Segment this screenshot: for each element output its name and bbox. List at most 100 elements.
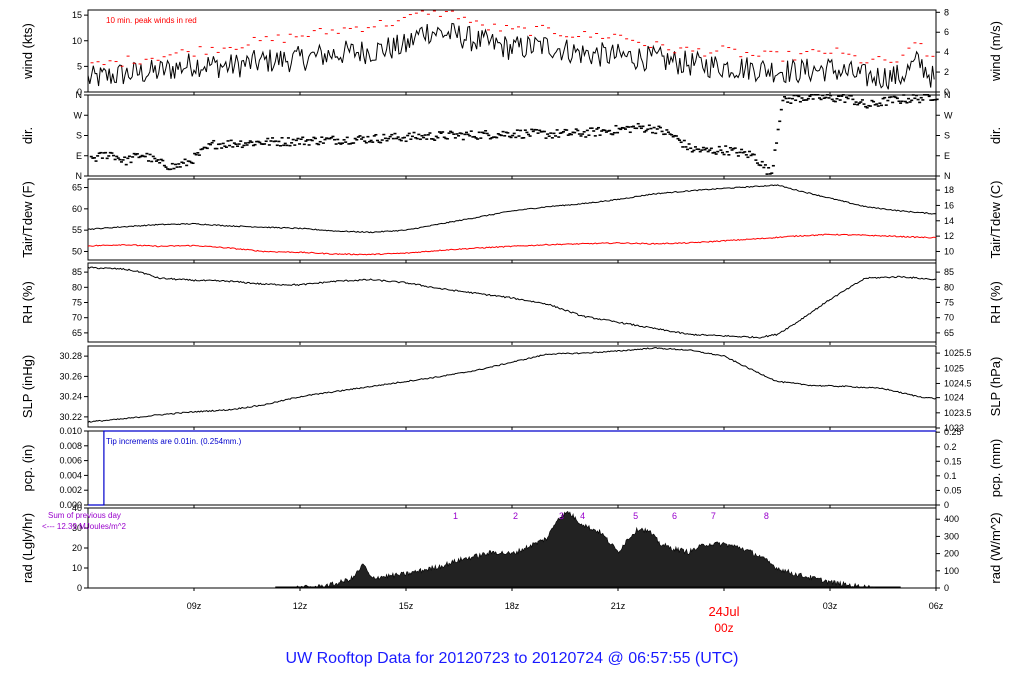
dir-point	[495, 136, 499, 139]
dir-point	[350, 142, 354, 145]
radiation-area	[296, 510, 877, 589]
dir-point	[654, 132, 658, 135]
rad-ylabel: rad (Lgly/hr)	[20, 513, 35, 583]
dir-point	[243, 142, 247, 144]
dir-point	[703, 148, 707, 151]
pcp-ytick-right-label: 0	[944, 500, 949, 510]
dir-point	[630, 125, 634, 128]
dir-point	[690, 150, 694, 153]
dir-point	[523, 129, 527, 131]
dir-point	[754, 159, 758, 161]
dir-point	[137, 156, 141, 159]
dir-point	[657, 125, 661, 128]
rad-annotation-sum: <--- 12.39 MJoules/m^2	[42, 522, 127, 531]
dir-point	[223, 145, 227, 148]
dir-point	[728, 146, 732, 149]
dir-point	[544, 137, 548, 139]
dir-point	[159, 158, 163, 161]
dir-point	[490, 136, 494, 139]
dir-point	[822, 97, 826, 100]
dir-point	[779, 108, 783, 111]
dir-point	[824, 96, 828, 99]
dir-point	[697, 148, 701, 151]
dir-point	[808, 95, 812, 98]
dir-point	[186, 160, 190, 162]
x-tick-label: 06z	[929, 601, 944, 611]
slp-ylabel: SLP (inHg)	[20, 355, 35, 418]
rad-marker: 1	[453, 511, 458, 521]
dir-point	[215, 147, 219, 150]
dir-point	[693, 146, 697, 148]
dir-point	[115, 155, 119, 158]
dir-point	[118, 158, 122, 161]
dir-point	[304, 140, 308, 142]
dir-point	[671, 135, 675, 138]
dir-point	[748, 150, 752, 153]
dir-point	[124, 163, 128, 166]
dir-point	[781, 99, 785, 102]
rad-ytick-right-label: 400	[944, 514, 959, 524]
dir-point	[333, 138, 337, 141]
dir-point	[280, 136, 284, 139]
dir-point	[150, 160, 154, 163]
dir-point	[573, 131, 577, 134]
dir-point	[188, 160, 192, 163]
dir-point	[876, 105, 880, 107]
dir-point	[897, 100, 901, 103]
rad-ytick-left-label: 40	[72, 503, 82, 513]
wind-ytick-left-label: 5	[77, 61, 82, 71]
dir-point	[216, 143, 220, 146]
dir-point	[232, 142, 236, 144]
dir-point	[428, 132, 432, 134]
dir-point	[151, 155, 155, 158]
pcp-ytick-right-label: 0.25	[944, 427, 962, 437]
dir-point	[530, 128, 534, 131]
slp-panel-frame	[87, 345, 937, 428]
dir-point	[929, 99, 933, 101]
dir-point	[741, 151, 745, 154]
dir-point	[914, 94, 918, 97]
wind-ytick-right-label: 2	[944, 67, 949, 77]
dir-point	[665, 129, 669, 131]
dir-point	[533, 128, 537, 131]
dir-point	[91, 157, 95, 159]
dir-point	[286, 137, 290, 139]
dir-point	[94, 160, 98, 162]
wind-ylabel: wind (kts)	[20, 23, 35, 80]
dir-point	[810, 94, 814, 96]
dir-point	[738, 151, 742, 154]
dir-point	[484, 129, 488, 132]
dir-point	[499, 134, 503, 137]
dir-point	[849, 95, 853, 97]
dir-point	[652, 126, 656, 129]
rh-ytick-right-label: 65	[944, 328, 954, 338]
dir-point	[678, 139, 682, 142]
dir-point	[455, 133, 459, 135]
pcp-ytick-left-label: 0.004	[59, 470, 82, 480]
dir-point	[474, 137, 478, 139]
x-tick-label: 03z	[823, 601, 838, 611]
dir-point	[649, 127, 653, 130]
dir-point	[934, 98, 938, 101]
dir-point	[911, 94, 915, 96]
dir-point	[267, 144, 271, 146]
dir-point	[790, 97, 794, 100]
dir-point	[380, 139, 384, 141]
dir-point	[554, 135, 558, 137]
dir-point	[442, 136, 446, 139]
dir-point	[773, 149, 777, 151]
dir-point	[555, 129, 559, 131]
dir-point	[154, 160, 158, 162]
dir-point	[234, 143, 238, 146]
dir-point	[617, 127, 621, 130]
dir-point	[902, 94, 906, 96]
dir-point	[900, 100, 904, 103]
dir-point	[789, 102, 793, 104]
dir-point	[123, 156, 127, 159]
dir-point	[291, 138, 295, 141]
x-tick-label: 15z	[399, 601, 414, 611]
slp-ytick-right-label: 1025	[944, 363, 964, 373]
dir-point	[539, 131, 543, 133]
dir-ytick-right-label: N	[944, 171, 951, 181]
dir-point	[121, 159, 125, 161]
